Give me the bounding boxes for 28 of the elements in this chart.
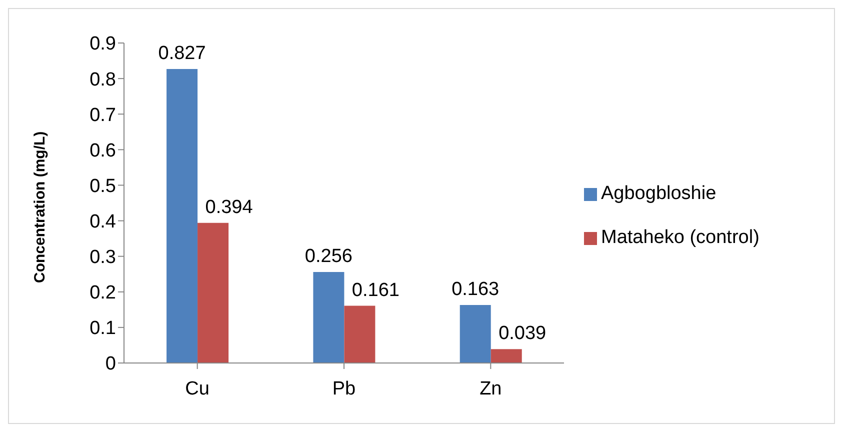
bar (166, 68, 198, 363)
bar (490, 349, 522, 363)
y-tick-label: 0.7 (90, 104, 116, 126)
legend-label: Agbogbloshie (601, 183, 716, 204)
bar (460, 305, 491, 363)
data-label: 0.163 (452, 279, 500, 300)
y-tick-label: 0.5 (90, 176, 116, 197)
legend-label: Mataheko (control) (601, 227, 760, 248)
data-label: 0.161 (352, 280, 400, 301)
x-tick-label: Zn (480, 378, 502, 400)
data-label: 0.827 (158, 42, 206, 64)
x-tick-label: Pb (332, 378, 356, 400)
data-label: 0.039 (498, 323, 546, 344)
data-label: 0.394 (205, 196, 254, 218)
bar (344, 306, 376, 363)
y-tick-label: 0 (105, 354, 116, 375)
y-tick-label: 0.3 (90, 247, 116, 268)
y-tick-label: 0.8 (90, 69, 116, 90)
y-tick-label: 0.2 (90, 282, 116, 304)
bar (313, 272, 344, 363)
x-tick-label: Cu (185, 378, 210, 400)
bar (198, 222, 229, 363)
y-tick-label: 0.9 (90, 34, 116, 55)
data-label: 0.256 (304, 246, 352, 267)
y-tick-label: 0.6 (90, 140, 116, 162)
y-tick-label: 0.1 (90, 318, 116, 340)
y-axis-title: Concentration (mg/L) (31, 131, 48, 283)
y-tick-label: 0.4 (90, 212, 116, 233)
